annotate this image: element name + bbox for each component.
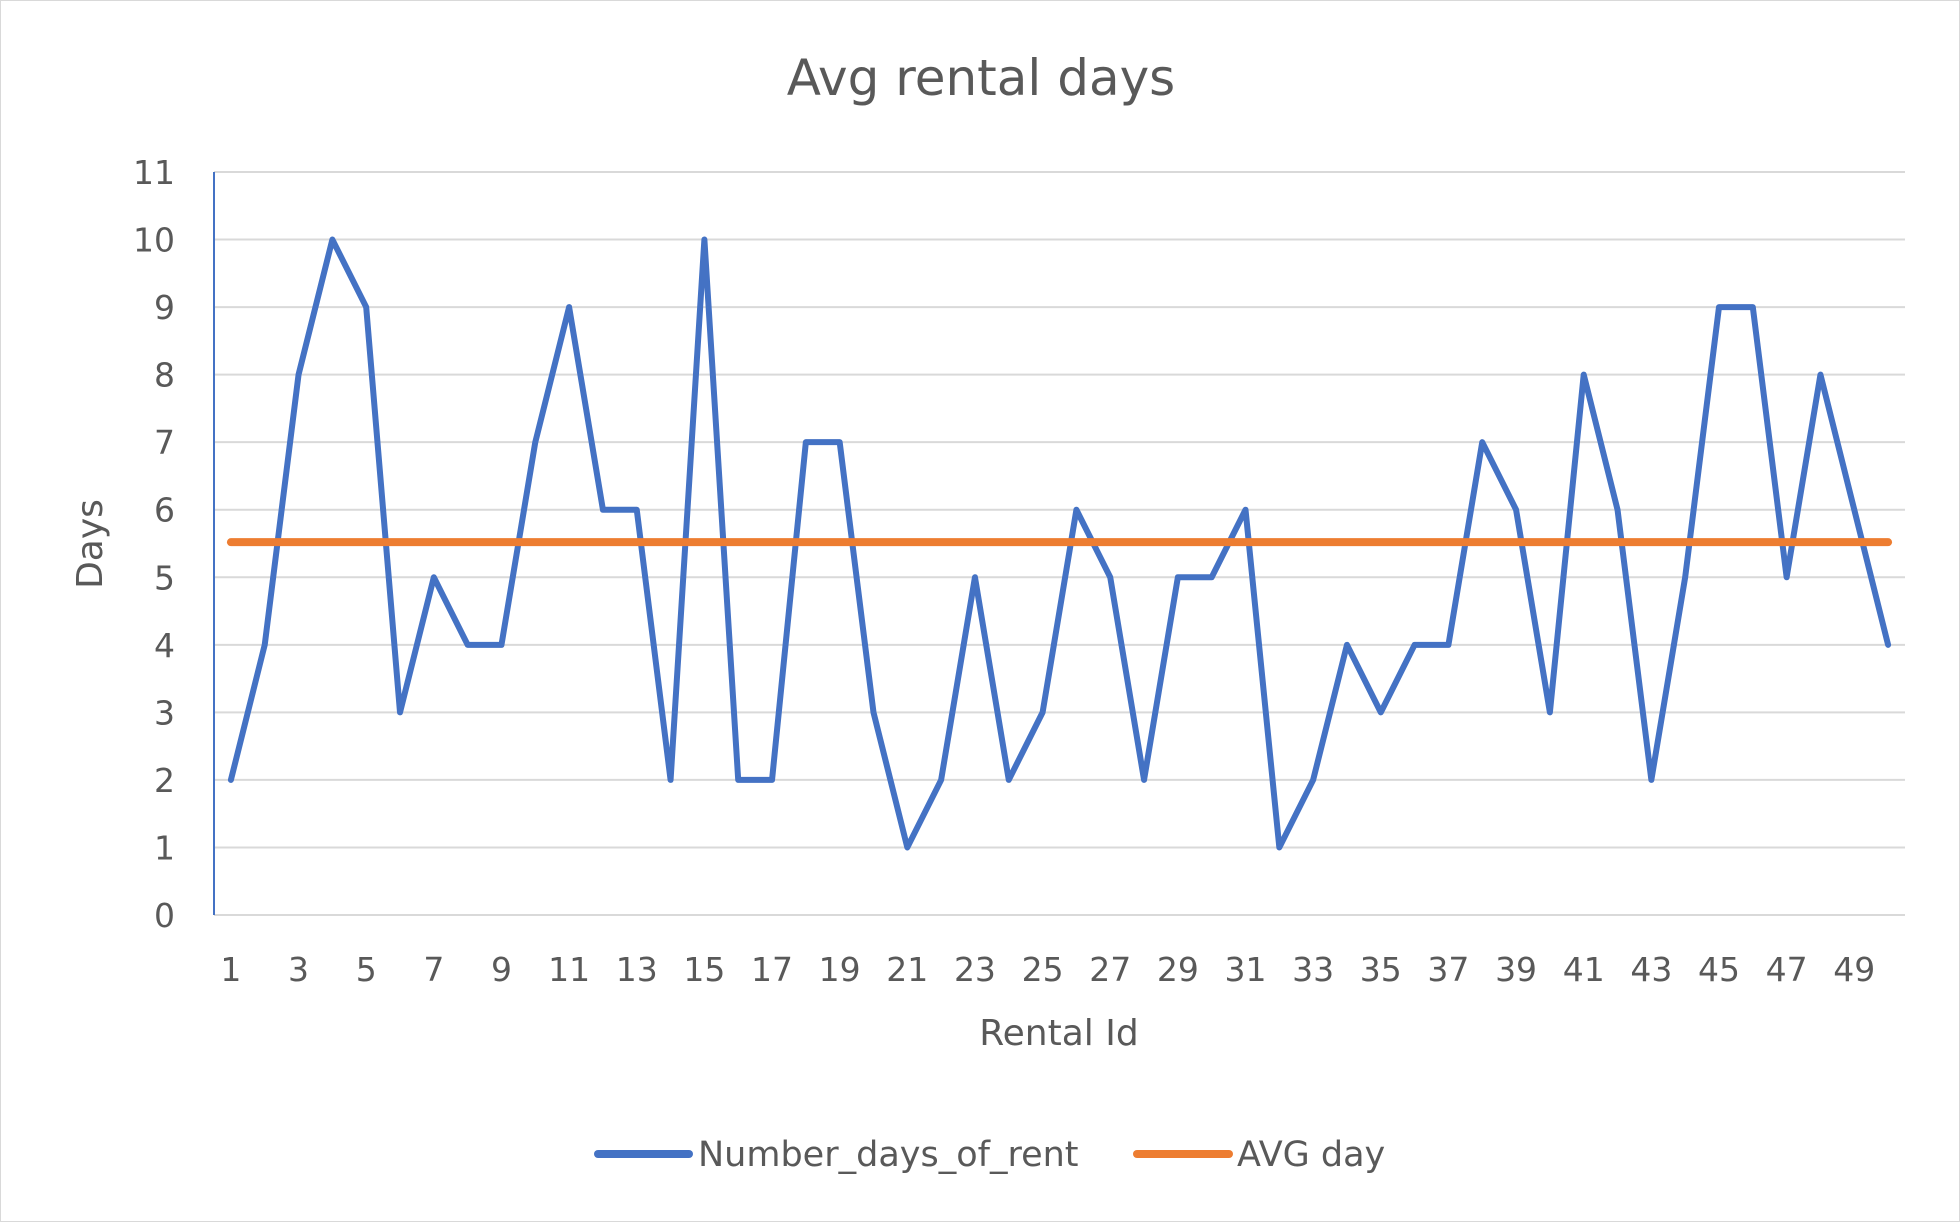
x-tick-label: 39 — [1495, 950, 1537, 989]
x-tick-label: 19 — [819, 950, 861, 989]
x-tick-label: 15 — [683, 950, 725, 989]
x-tick-label: 25 — [1022, 950, 1064, 989]
y-tick-label: 10 — [133, 221, 175, 260]
x-tick-label: 5 — [356, 950, 377, 989]
x-tick-label: 3 — [288, 950, 309, 989]
y-tick-label: 0 — [154, 896, 175, 935]
x-tick-label: 47 — [1766, 950, 1808, 989]
x-tick-label: 9 — [491, 950, 512, 989]
x-tick-label: 49 — [1833, 950, 1875, 989]
x-tick-label: 1 — [220, 950, 241, 989]
y-tick-label: 4 — [154, 626, 175, 665]
y-tick-label: 2 — [154, 761, 175, 800]
x-tick-label: 37 — [1427, 950, 1469, 989]
y-axis-ticks: 0 1 2 3 4 5 6 7 8 9 10 11 — [133, 153, 175, 935]
y-tick-label: 1 — [154, 828, 175, 867]
x-tick-label: 21 — [886, 950, 928, 989]
chart-title: Avg rental days — [787, 49, 1175, 107]
series-lines — [226, 236, 1893, 851]
x-tick-label: 43 — [1630, 950, 1672, 989]
x-tick-label: 13 — [616, 950, 658, 989]
legend: Number_days_of_rent AVG day — [594, 1135, 1385, 1175]
y-tick-label: 3 — [154, 693, 175, 732]
y-tick-label: 9 — [154, 288, 175, 327]
x-axis-ticks: 1 3 5 7 9 11 13 15 17 19 21 23 25 27 29 31 33 35 37 39 41 43 4… — [220, 950, 1875, 989]
y-tick-label: 6 — [154, 491, 175, 530]
x-tick-label: 7 — [423, 950, 444, 989]
y-tick-label: 5 — [154, 558, 175, 597]
x-tick-label: 17 — [751, 950, 793, 989]
y-tick-label: 8 — [154, 356, 175, 395]
x-tick-label: 23 — [954, 950, 996, 989]
x-tick-label: 27 — [1089, 950, 1131, 989]
x-tick-label: 33 — [1292, 950, 1334, 989]
x-tick-label: 29 — [1157, 950, 1199, 989]
x-tick-label: 41 — [1563, 950, 1605, 989]
x-tick-label: 31 — [1225, 950, 1267, 989]
series-line-number-days-of-rent — [227, 236, 1892, 851]
y-tick-label: 7 — [154, 423, 175, 462]
y-tick-label: 11 — [133, 153, 175, 192]
legend-label-avg-day: AVG day — [1237, 1135, 1385, 1175]
legend-label-number-days-of-rent: Number_days_of_rent — [698, 1135, 1079, 1175]
y-axis-title: Days — [70, 499, 111, 589]
x-axis-title: Rental Id — [979, 1013, 1138, 1054]
x-tick-label: 35 — [1360, 950, 1402, 989]
gridlines — [214, 171, 1905, 916]
x-tick-label: 11 — [548, 950, 590, 989]
x-tick-label: 45 — [1698, 950, 1740, 989]
